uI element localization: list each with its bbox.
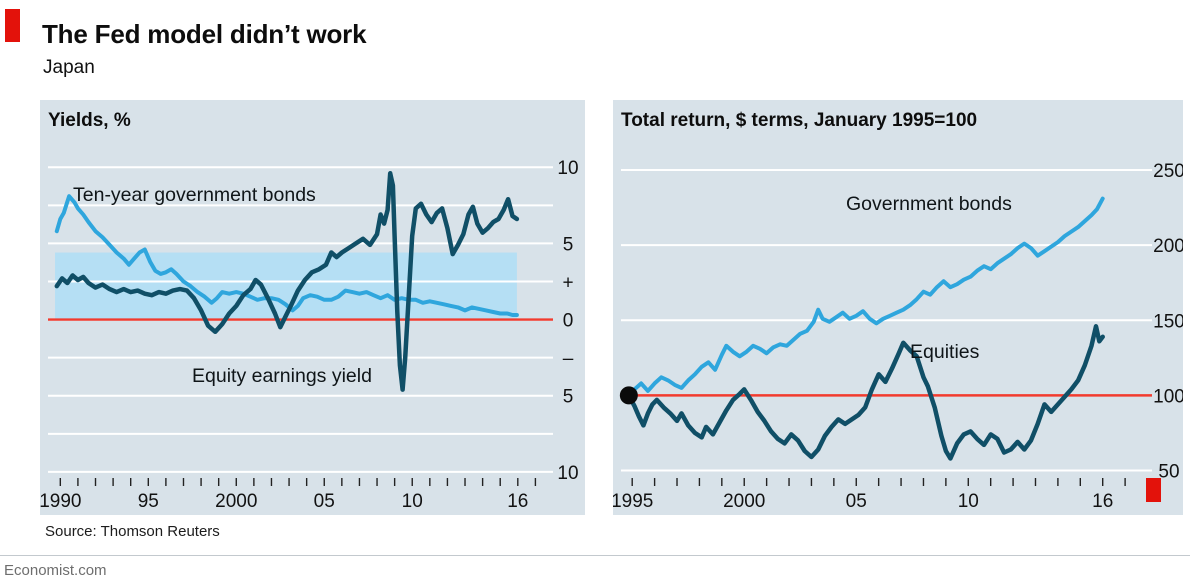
x-axis-label: 1990 xyxy=(40,491,81,512)
yields-panel: Yields, % 10 5 +0 – 5 10 1990 95 2000 05 10 16 Ten-… xyxy=(40,100,585,515)
y-axis-label: 150 xyxy=(1153,311,1183,332)
page-subtitle: Japan xyxy=(43,57,95,78)
footer-divider xyxy=(0,555,1190,556)
equity-earnings-yield-series-label: Equity earnings yield xyxy=(192,365,372,387)
x-axis-label: 05 xyxy=(846,491,867,512)
page-title: The Fed model didn’t work xyxy=(42,19,367,49)
y-axis-label: 200 xyxy=(1153,236,1183,257)
x-axis-label: 10 xyxy=(958,491,979,512)
y-axis-label: 250 xyxy=(1153,161,1183,182)
government-bonds-series-label: Government bonds xyxy=(846,193,1012,215)
x-axis-label: 2000 xyxy=(723,491,765,512)
series-line xyxy=(626,324,1105,461)
x-axis-label: 1995 xyxy=(613,491,653,512)
x-axis-label: 10 xyxy=(402,491,423,512)
total-return-chart: 250 200 150 100 50 1995 2000 05 10 16 xyxy=(613,161,1183,512)
y-axis-label: + xyxy=(562,272,573,293)
start-dot xyxy=(619,386,638,405)
y-axis-label: 5 xyxy=(563,387,574,408)
y-axis-label: 50 xyxy=(1158,461,1179,482)
y-axis-label: 10 xyxy=(557,463,578,484)
red-corner-mark xyxy=(1146,478,1161,502)
total-return-panel-title: Total return, $ terms, January 1995=100 xyxy=(621,110,978,131)
y-axis-label: 100 xyxy=(1153,386,1183,407)
x-axis-label: 2000 xyxy=(215,491,257,512)
x-axis-label: 95 xyxy=(138,491,159,512)
footer-site-label: Economist.com xyxy=(4,562,107,579)
y-axis-label: 0 xyxy=(563,311,574,332)
y-axis-label: – xyxy=(563,349,574,370)
x-axis-label: 05 xyxy=(314,491,335,512)
x-axis-label: 16 xyxy=(507,491,528,512)
ten-year-bonds-series-label: Ten-year government bonds xyxy=(73,184,316,206)
shaded-band xyxy=(55,252,517,320)
series-line xyxy=(54,194,519,317)
yields-panel-title: Yields, % xyxy=(48,110,131,131)
equities-series-label: Equities xyxy=(910,341,980,363)
x-axis-label: 16 xyxy=(1092,491,1113,512)
red-tab xyxy=(5,9,20,42)
source-note: Source: Thomson Reuters xyxy=(45,523,220,540)
total-return-panel: Total return, $ terms, January 1995=100 … xyxy=(613,100,1183,515)
y-axis-label: 10 xyxy=(557,158,578,179)
series-line xyxy=(626,196,1105,398)
y-axis-label: 5 xyxy=(563,234,574,255)
yields-chart: 10 5 +0 – 5 10 1990 95 2000 05 10 16 xyxy=(40,158,579,512)
series-line xyxy=(54,171,520,392)
